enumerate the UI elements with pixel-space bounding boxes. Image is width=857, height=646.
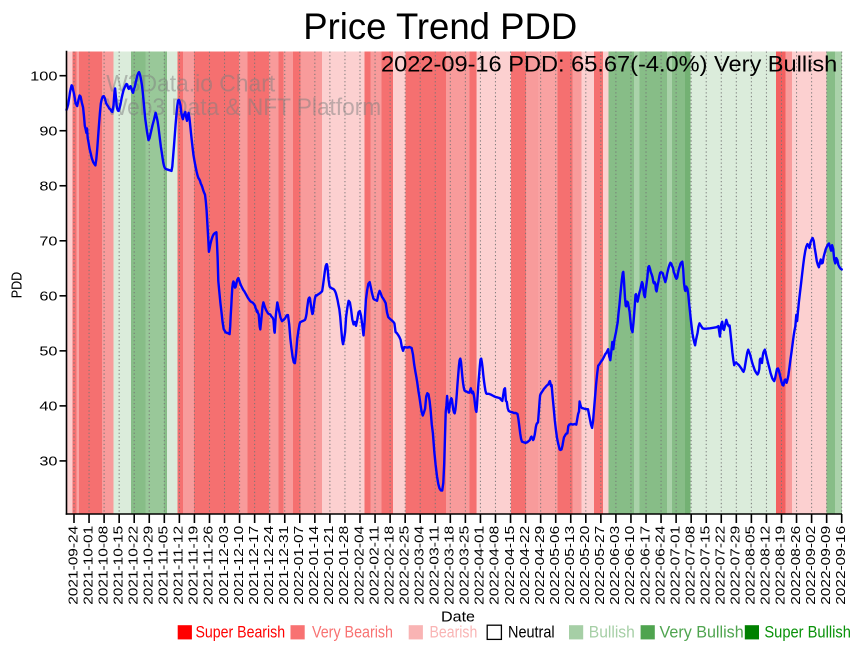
svg-text:60: 60 xyxy=(39,288,57,303)
svg-text:2022-06-17: 2022-06-17 xyxy=(637,526,652,605)
svg-text:PDD: PDD xyxy=(10,272,26,299)
svg-text:2022-08-05: 2022-08-05 xyxy=(743,526,758,605)
svg-text:Price Trend PDD: Price Trend PDD xyxy=(303,6,577,47)
svg-text:2022-04-01: 2022-04-01 xyxy=(472,526,487,605)
svg-text:2021-12-17: 2021-12-17 xyxy=(246,526,261,605)
svg-text:2021-11-05: 2021-11-05 xyxy=(156,526,171,605)
svg-text:2022-04-15: 2022-04-15 xyxy=(502,526,517,605)
svg-text:2022-02-04: 2022-02-04 xyxy=(351,526,366,605)
svg-text:50: 50 xyxy=(39,343,57,358)
svg-text:2022-09-16: 2022-09-16 xyxy=(833,526,848,605)
svg-text:2021-10-01: 2021-10-01 xyxy=(80,526,95,605)
svg-text:2021-10-29: 2021-10-29 xyxy=(141,526,156,605)
svg-text:70: 70 xyxy=(39,233,57,248)
svg-text:2022-05-20: 2022-05-20 xyxy=(577,526,592,605)
svg-text:2022-01-21: 2022-01-21 xyxy=(321,526,336,605)
svg-text:40: 40 xyxy=(39,398,57,413)
svg-text:2022-04-22: 2022-04-22 xyxy=(517,526,532,605)
svg-text:Bearish: Bearish xyxy=(430,624,478,642)
svg-text:2022-06-24: 2022-06-24 xyxy=(652,526,667,605)
svg-text:2022-02-18: 2022-02-18 xyxy=(381,526,396,605)
svg-text:2022-04-29: 2022-04-29 xyxy=(532,526,547,605)
svg-text:80: 80 xyxy=(39,178,57,193)
svg-text:Web3 Data & NFT Platform: Web3 Data & NFT Platform xyxy=(106,94,381,121)
svg-text:Neutral: Neutral xyxy=(508,624,555,642)
svg-text:2022-08-19: 2022-08-19 xyxy=(773,526,788,605)
svg-text:2021-12-10: 2021-12-10 xyxy=(231,526,246,605)
svg-text:2021-12-24: 2021-12-24 xyxy=(261,526,276,605)
svg-text:2022-06-10: 2022-06-10 xyxy=(622,526,637,605)
svg-text:2021-11-26: 2021-11-26 xyxy=(201,526,216,605)
svg-text:2022-07-15: 2022-07-15 xyxy=(698,526,713,605)
svg-text:2022-09-02: 2022-09-02 xyxy=(803,526,818,605)
svg-text:2022-03-25: 2022-03-25 xyxy=(457,526,472,605)
svg-text:2022-07-08: 2022-07-08 xyxy=(682,526,697,605)
svg-text:2022-07-01: 2022-07-01 xyxy=(667,526,682,605)
svg-text:Date: Date xyxy=(441,608,475,625)
svg-text:90: 90 xyxy=(39,123,57,138)
svg-text:2021-10-22: 2021-10-22 xyxy=(126,526,141,605)
svg-text:2022-03-18: 2022-03-18 xyxy=(442,526,457,605)
svg-text:2022-05-06: 2022-05-06 xyxy=(547,526,562,605)
svg-text:2022-01-07: 2022-01-07 xyxy=(291,526,306,605)
svg-text:30: 30 xyxy=(39,454,57,469)
svg-text:2022-09-09: 2022-09-09 xyxy=(818,526,833,605)
svg-text:2021-12-03: 2021-12-03 xyxy=(216,526,231,605)
svg-text:Very Bearish: Very Bearish xyxy=(312,624,393,642)
svg-text:100: 100 xyxy=(30,68,57,83)
svg-text:Very Bullish: Very Bullish xyxy=(660,624,744,642)
svg-text:2021-11-12: 2021-11-12 xyxy=(171,526,186,605)
svg-text:2022-05-13: 2022-05-13 xyxy=(562,526,577,605)
svg-text:Super Bearish: Super Bearish xyxy=(196,624,286,642)
svg-text:2022-02-25: 2022-02-25 xyxy=(396,526,411,605)
svg-text:2022-03-11: 2022-03-11 xyxy=(427,526,442,605)
svg-text:2022-01-28: 2022-01-28 xyxy=(336,526,351,605)
svg-text:2021-09-24: 2021-09-24 xyxy=(65,526,80,605)
svg-text:2021-12-31: 2021-12-31 xyxy=(276,526,291,605)
svg-text:2022-02-11: 2022-02-11 xyxy=(366,526,381,605)
svg-text:2022-08-26: 2022-08-26 xyxy=(788,526,803,605)
svg-text:2022-01-14: 2022-01-14 xyxy=(306,526,321,605)
svg-text:2022-05-27: 2022-05-27 xyxy=(592,526,607,605)
svg-text:2021-10-08: 2021-10-08 xyxy=(95,526,110,605)
svg-text:2022-08-12: 2022-08-12 xyxy=(758,526,773,605)
svg-text:2022-09-16 PDD: 65.67(-4.0%) V: 2022-09-16 PDD: 65.67(-4.0%) Very Bullis… xyxy=(381,52,837,77)
svg-text:2022-06-03: 2022-06-03 xyxy=(607,526,622,605)
svg-text:2022-07-22: 2022-07-22 xyxy=(713,526,728,605)
svg-text:2022-07-29: 2022-07-29 xyxy=(728,526,743,605)
svg-text:2021-10-15: 2021-10-15 xyxy=(110,526,125,605)
svg-text:2022-03-04: 2022-03-04 xyxy=(412,526,427,605)
svg-text:Super Bullish: Super Bullish xyxy=(764,624,851,642)
svg-text:2022-04-08: 2022-04-08 xyxy=(487,526,502,605)
svg-text:Bullish: Bullish xyxy=(589,624,635,642)
svg-text:2021-11-19: 2021-11-19 xyxy=(186,526,201,605)
